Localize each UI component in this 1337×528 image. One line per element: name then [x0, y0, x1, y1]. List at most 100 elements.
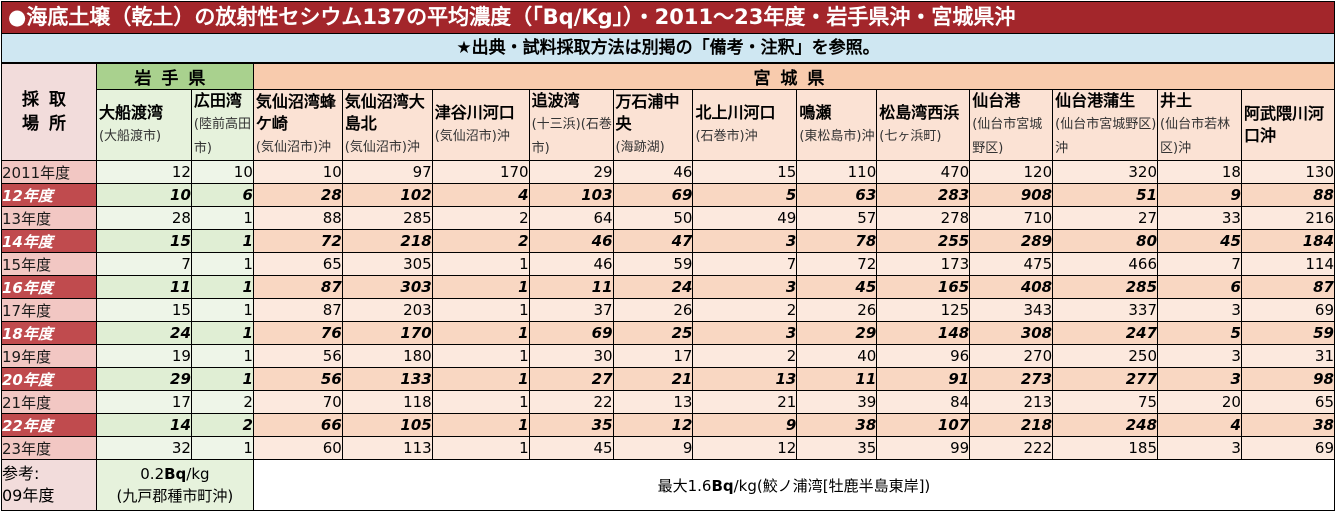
value-cell: 63 — [796, 183, 878, 207]
page-title: ●海底土壌（乾土）の放射性セシウム137の平均濃度（「Bq/Kg」）・2011～… — [1, 1, 1335, 34]
value-cell: 1 — [190, 229, 254, 253]
value-cell: 13 — [692, 367, 798, 391]
table-row: 21年度 17 2 70 118 1 22 13 21 39 84 213 75 20 65 — [1, 390, 1336, 414]
value-cell: 125 — [876, 298, 971, 322]
value-cell: 133 — [341, 367, 433, 391]
site-header: 阿武隈川河口沖 — [1240, 89, 1336, 161]
value-cell: 110 — [796, 160, 878, 184]
value-cell: 247 — [1052, 321, 1159, 345]
site-name: 気仙沼湾蜂ケ崎 — [255, 92, 336, 133]
year-label: 18年度 — [1, 321, 97, 345]
value-cell: 15 — [95, 298, 192, 322]
value-cell: 118 — [341, 390, 433, 414]
value-cell: 170 — [341, 321, 433, 345]
value-cell: 12 — [95, 160, 192, 184]
value-cell: 75 — [1052, 390, 1159, 414]
value-cell: 46 — [528, 229, 614, 253]
value-cell: 87 — [252, 275, 343, 299]
value-cell: 3 — [692, 275, 798, 299]
year-label: 12年度 — [1, 183, 97, 207]
table-row: 16年度 11 1 87 303 1 11 24 3 45 165 408 285 6 87 — [1, 275, 1336, 299]
value-cell: 14 — [95, 413, 192, 437]
value-cell: 22 — [528, 390, 614, 414]
value-cell: 88 — [252, 206, 343, 230]
value-cell: 908 — [969, 183, 1054, 207]
value-cell: 18 — [1157, 160, 1242, 184]
value-cell: 10 — [252, 160, 343, 184]
year-label: 17年度 — [1, 298, 97, 322]
site-header: 気仙沼湾蜂ケ崎 (気仙沼市)沖 — [252, 89, 343, 161]
value-cell: 69 — [528, 321, 614, 345]
value-cell: 213 — [969, 390, 1054, 414]
value-cell: 99 — [876, 436, 971, 460]
table-row: 23年度 32 1 60 113 1 45 9 12 35 99 222 185 3 69 — [1, 436, 1336, 460]
value-cell: 56 — [252, 344, 343, 368]
value-cell: 113 — [341, 436, 433, 460]
site-name: 気仙沼湾大島北 — [344, 92, 425, 133]
site-header: 井土 (仙台市若林区)沖 — [1157, 89, 1242, 161]
value-cell: 59 — [612, 252, 694, 276]
value-cell: 15 — [95, 229, 192, 253]
value-cell: 1 — [431, 390, 530, 414]
table-row: 14年度 15 1 72 218 2 46 47 3 78 255 289 80 45 184 — [1, 229, 1336, 253]
table-row: 13年度 28 1 88 285 2 64 50 49 57 278 710 27 33 216 — [1, 206, 1336, 230]
value-cell: 9 — [612, 436, 694, 460]
value-cell: 57 — [796, 206, 878, 230]
value-cell: 285 — [1052, 275, 1159, 299]
value-cell: 466 — [1052, 252, 1159, 276]
value-cell: 49 — [692, 206, 798, 230]
site-note: (大船渡市) — [98, 129, 162, 144]
value-cell: 17 — [95, 390, 192, 414]
site-note: (仙台市宮城野区) — [972, 117, 1043, 156]
corner-label-line1: 採取 — [21, 90, 76, 110]
reference-miyagi: 最大1.6Bq/kg(鮫ノ浦湾[牡鹿半島東岸]) — [252, 459, 1336, 511]
value-cell: 80 — [1052, 229, 1159, 253]
value-cell: 3 — [692, 229, 798, 253]
value-cell: 6 — [1157, 275, 1242, 299]
value-cell: 26 — [796, 298, 878, 322]
value-cell: 46 — [612, 160, 694, 184]
value-cell: 273 — [969, 367, 1054, 391]
site-note: (気仙沼市)沖 — [344, 140, 420, 155]
value-cell: 65 — [252, 252, 343, 276]
table-row: 12年度 10 6 28 102 4 103 69 5 63 283 908 51 9 88 — [1, 183, 1336, 207]
value-cell: 475 — [969, 252, 1054, 276]
value-cell: 283 — [876, 183, 971, 207]
site-note: (石巻市)沖 — [695, 129, 758, 144]
value-cell: 289 — [969, 229, 1054, 253]
value-cell: 66 — [252, 413, 343, 437]
reference-row: 参考: 09年度 0.2Bq/kg (九戸郡種市町沖) 最大1.6Bq/kg(鮫… — [1, 459, 1336, 511]
site-name: 仙台港 — [972, 91, 1021, 110]
value-cell: 64 — [528, 206, 614, 230]
value-cell: 38 — [796, 413, 878, 437]
value-cell: 105 — [341, 413, 433, 437]
value-cell: 710 — [969, 206, 1054, 230]
value-cell: 6 — [190, 183, 254, 207]
value-cell: 33 — [1157, 206, 1242, 230]
prefecture-header-row: 採取 場所 岩手県 宮城県 — [1, 63, 1336, 161]
value-cell: 102 — [341, 183, 433, 207]
value-cell: 30 — [528, 344, 614, 368]
corner-label-line2: 場所 — [21, 114, 76, 134]
site-name: 広田湾 — [193, 91, 242, 110]
value-cell: 1 — [190, 344, 254, 368]
value-cell: 21 — [692, 390, 798, 414]
value-cell: 1 — [431, 252, 530, 276]
site-header: 津谷川河口 (気仙沼市)沖 — [431, 89, 530, 161]
year-label: 14年度 — [1, 229, 97, 253]
value-cell: 1 — [190, 252, 254, 276]
value-cell: 31 — [1240, 344, 1336, 368]
site-note: (東松島市)沖 — [799, 129, 875, 144]
value-cell: 60 — [252, 436, 343, 460]
value-cell: 72 — [252, 229, 343, 253]
value-cell: 277 — [1052, 367, 1159, 391]
table-row: 17年度 15 1 87 203 1 37 26 2 26 125 343 337 3 69 — [1, 298, 1336, 322]
value-cell: 24 — [95, 321, 192, 345]
year-label: 21年度 — [1, 390, 97, 414]
value-cell: 19 — [95, 344, 192, 368]
value-cell: 2 — [692, 344, 798, 368]
value-cell: 51 — [1052, 183, 1159, 207]
value-cell: 29 — [528, 160, 614, 184]
value-cell: 25 — [612, 321, 694, 345]
value-cell: 46 — [528, 252, 614, 276]
